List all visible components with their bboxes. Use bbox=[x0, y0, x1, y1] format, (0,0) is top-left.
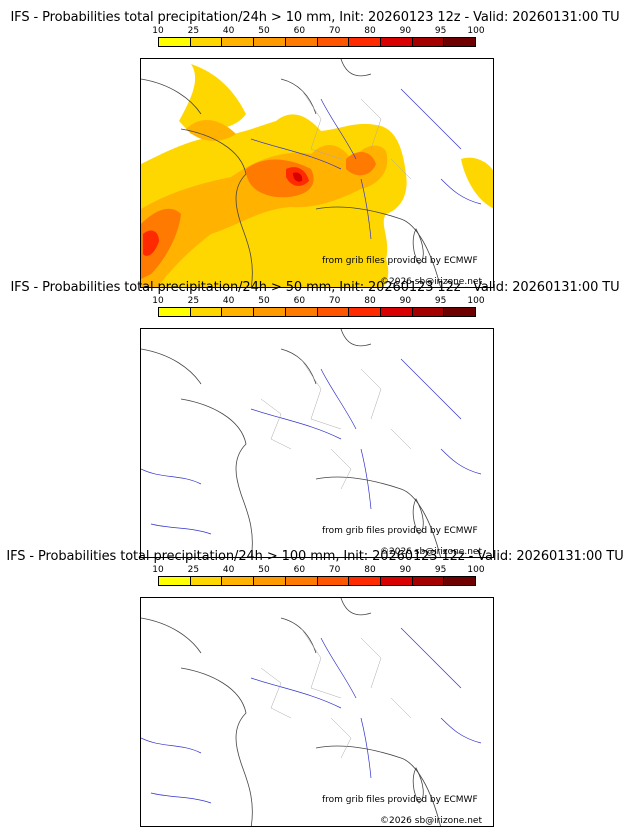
coastlines bbox=[141, 329, 441, 557]
legend-tick-label: 40 bbox=[222, 296, 235, 306]
legend-color-swatch bbox=[380, 577, 413, 585]
panel-100mm: IFS - Probabilities total precipitation/… bbox=[0, 549, 630, 827]
copyright-credit: ©2026 sb@irizone.net bbox=[380, 816, 482, 826]
legend-color-swatch bbox=[159, 38, 191, 46]
copyright-credit: ©2026 sb@irizone.net bbox=[380, 277, 482, 287]
legend-tick-label: 25 bbox=[187, 26, 200, 36]
legend-tick-label: 95 bbox=[434, 26, 447, 36]
legend-color-swatch bbox=[190, 577, 223, 585]
panel-10mm: IFS - Probabilities total precipitation/… bbox=[0, 10, 630, 288]
legend-color-swatch bbox=[444, 38, 476, 46]
probability-overlay bbox=[141, 64, 493, 287]
legend-color-swatch bbox=[317, 38, 350, 46]
legend-color-swatch bbox=[190, 308, 223, 316]
legend-tick-label: 90 bbox=[399, 565, 412, 575]
panel-50mm: IFS - Probabilities total precipitation/… bbox=[0, 280, 630, 558]
borders bbox=[260, 358, 412, 490]
coastlines bbox=[141, 598, 441, 826]
legend-color-swatch bbox=[159, 577, 191, 585]
legend-tick-label: 60 bbox=[293, 296, 306, 306]
legend-tick-label: 90 bbox=[399, 296, 412, 306]
legend-color-swatch bbox=[317, 577, 350, 585]
data-source-credit: from grib files provided by ECMWF bbox=[322, 256, 478, 266]
legend-color-swatch bbox=[222, 577, 255, 585]
legend-color-swatch bbox=[349, 577, 381, 585]
data-source-credit: from grib files provided by ECMWF bbox=[322, 795, 478, 805]
data-source-credit: from grib files provided by ECMWF bbox=[322, 526, 478, 536]
legend-tick-label: 90 bbox=[399, 26, 412, 36]
copyright-credit: ©2026 sb@irizone.net bbox=[380, 547, 482, 557]
borders bbox=[260, 627, 412, 759]
legend-tick-label: 100 bbox=[467, 565, 485, 575]
legend-color-swatch bbox=[285, 308, 318, 316]
coastlines bbox=[141, 59, 441, 287]
panel-title: IFS - Probabilities total precipitation/… bbox=[10, 10, 620, 25]
borders bbox=[300, 88, 412, 180]
legend-color-swatch bbox=[222, 308, 255, 316]
legend-tick-label: 80 bbox=[364, 565, 376, 575]
legend-color-swatch bbox=[159, 308, 191, 316]
legend-tick-label: 50 bbox=[258, 26, 270, 36]
rivers bbox=[250, 88, 482, 240]
legend-tick-label: 95 bbox=[434, 565, 447, 575]
legend-color-swatch bbox=[349, 308, 381, 316]
precipitation-map: from grib files provided by ECMWF ©2026 … bbox=[140, 597, 494, 827]
legend-tick-label: 70 bbox=[328, 26, 341, 36]
legend-tick-label: 50 bbox=[258, 565, 270, 575]
legend-tick-label: 60 bbox=[293, 26, 306, 36]
legend-color-swatch bbox=[285, 38, 318, 46]
legend-tick-label: 25 bbox=[187, 296, 200, 306]
legend-tick-label: 60 bbox=[293, 565, 306, 575]
precipitation-map: from grib files provided by ECMWF ©2026 … bbox=[140, 328, 494, 558]
legend-tick-label: 100 bbox=[467, 26, 485, 36]
legend-color-swatch bbox=[380, 308, 413, 316]
legend-tick-label: 40 bbox=[222, 26, 235, 36]
legend-color-swatch bbox=[317, 308, 350, 316]
legend-tick-label: 80 bbox=[364, 26, 376, 36]
legend-tick-label: 40 bbox=[222, 565, 235, 575]
legend-color-swatch bbox=[444, 577, 476, 585]
legend-tick-label: 10 bbox=[152, 296, 164, 306]
rivers bbox=[141, 358, 482, 535]
legend-color-swatch bbox=[222, 38, 255, 46]
legend-color-swatch bbox=[349, 38, 381, 46]
legend-tick-label: 70 bbox=[328, 565, 341, 575]
precipitation-map: from grib files provided by ECMWF ©2026 … bbox=[140, 58, 494, 288]
legend-color-swatch bbox=[412, 38, 445, 46]
colorbar-legend: 10 25 40 50 60 70 80 90 95 100 bbox=[152, 26, 485, 48]
colorbar-legend: 10 25 40 50 60 70 80 90 95 100 bbox=[152, 565, 485, 587]
legend-tick-label: 70 bbox=[328, 296, 341, 306]
map-graphic bbox=[141, 329, 482, 557]
legend-color-swatch bbox=[254, 577, 286, 585]
rivers bbox=[141, 627, 482, 804]
legend-tick-label: 95 bbox=[434, 296, 447, 306]
legend-tick-label: 25 bbox=[187, 565, 200, 575]
legend-tick-label: 10 bbox=[152, 26, 164, 36]
legend-tick-label: 50 bbox=[258, 296, 270, 306]
legend-color-swatch bbox=[254, 38, 286, 46]
legend-color-swatch bbox=[380, 38, 413, 46]
legend-color-swatch bbox=[285, 577, 318, 585]
legend-tick-label: 100 bbox=[467, 296, 485, 306]
legend-tick-label: 10 bbox=[152, 565, 164, 575]
legend-color-swatch bbox=[444, 308, 476, 316]
legend-color-swatch bbox=[254, 308, 286, 316]
map-graphic bbox=[141, 598, 482, 826]
panel-title: IFS - Probabilities total precipitation/… bbox=[10, 280, 620, 295]
legend-color-swatch bbox=[412, 308, 445, 316]
legend-tick-label: 80 bbox=[364, 296, 376, 306]
colorbar-legend: 10 25 40 50 60 70 80 90 95 100 bbox=[152, 296, 485, 318]
map-graphic bbox=[141, 59, 493, 287]
legend-color-swatch bbox=[412, 577, 445, 585]
legend-color-swatch bbox=[190, 38, 223, 46]
panel-title: IFS - Probabilities total precipitation/… bbox=[6, 549, 624, 564]
